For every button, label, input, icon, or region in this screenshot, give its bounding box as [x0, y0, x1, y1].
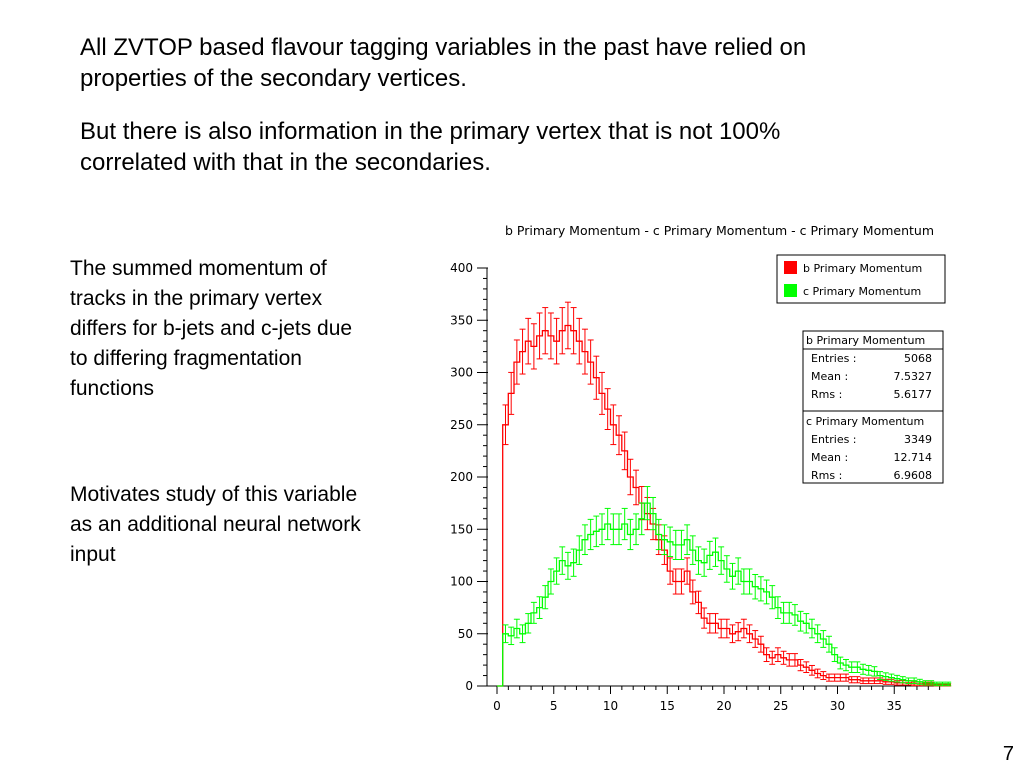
- stats-rms-b: 5.6177: [894, 388, 933, 401]
- series-c: [497, 486, 952, 687]
- stats-title-c: c Primary Momentum: [806, 415, 924, 428]
- page-number: 7: [1002, 743, 1014, 765]
- series-line: [497, 502, 951, 687]
- stats-rms-label-b: Rms :: [811, 388, 842, 401]
- chart-series: [497, 301, 952, 687]
- stats-rms-label-c: Rms :: [811, 469, 842, 482]
- stats-entries-label-c: Entries :: [811, 433, 857, 446]
- x-tick-label: 5: [550, 699, 558, 713]
- side-note-motivation: Motivates study of this variable as an a…: [70, 483, 361, 566]
- y-tick-label: 300: [450, 366, 473, 380]
- x-tick-label: 25: [773, 699, 788, 713]
- chart-axes: 0 50 100 150 200 250 300 350 400 0 5 10 15 20 25 30 35: [450, 261, 947, 713]
- x-tick-label: 20: [716, 699, 731, 713]
- stats-title-b: b Primary Momentum: [806, 334, 925, 347]
- series-b: [497, 301, 952, 687]
- y-tick-label: 100: [450, 575, 473, 589]
- stats-rms-c: 6.9608: [894, 469, 933, 482]
- y-tick-label: 350: [450, 313, 473, 327]
- y-tick-label: 150: [450, 522, 473, 536]
- y-tick-label: 50: [458, 627, 473, 641]
- y-tick-label: 400: [450, 261, 473, 275]
- intro-paragraph-2: But there is also information in the pri…: [80, 118, 781, 176]
- x-tick-label: 35: [887, 699, 902, 713]
- stats-entries-c: 3349: [904, 433, 932, 446]
- stats-mean-label-b: Mean :: [811, 370, 848, 383]
- x-tick-label: 10: [603, 699, 618, 713]
- legend-label-b: b Primary Momentum: [803, 262, 922, 275]
- y-tick-label: 200: [450, 470, 473, 484]
- chart-title: b Primary Momentum - c Primary Momentum …: [505, 223, 934, 238]
- y-tick-label: 250: [450, 418, 473, 432]
- x-tick-label: 30: [830, 699, 845, 713]
- stats-entries-label-b: Entries :: [811, 352, 857, 365]
- stats-mean-b: 7.5327: [894, 370, 933, 383]
- intro-paragraph-1: All ZVTOP based flavour tagging variable…: [80, 34, 807, 92]
- stats-box-b: b Primary Momentum Entries : 5068 Mean :…: [802, 330, 944, 412]
- legend-swatch-b: [784, 261, 797, 274]
- stats-entries-b: 5068: [904, 352, 932, 365]
- chart-legend: b Primary Momentum c Primary Momentum: [776, 254, 946, 304]
- side-note-momentum: The summed momentum of tracks in the pri…: [70, 257, 353, 400]
- stats-mean-c: 12.714: [894, 451, 933, 464]
- x-tick-label: 15: [660, 699, 675, 713]
- stats-mean-label-c: Mean :: [811, 451, 848, 464]
- legend-label-c: c Primary Momentum: [803, 285, 921, 298]
- legend-swatch-c: [784, 284, 797, 297]
- series-line: [497, 324, 951, 687]
- stats-box-c: c Primary Momentum Entries : 3349 Mean :…: [802, 410, 944, 484]
- x-tick-label: 0: [493, 699, 501, 713]
- momentum-histogram: b Primary Momentum - c Primary Momentum …: [450, 223, 952, 713]
- y-tick-label: 0: [465, 679, 473, 693]
